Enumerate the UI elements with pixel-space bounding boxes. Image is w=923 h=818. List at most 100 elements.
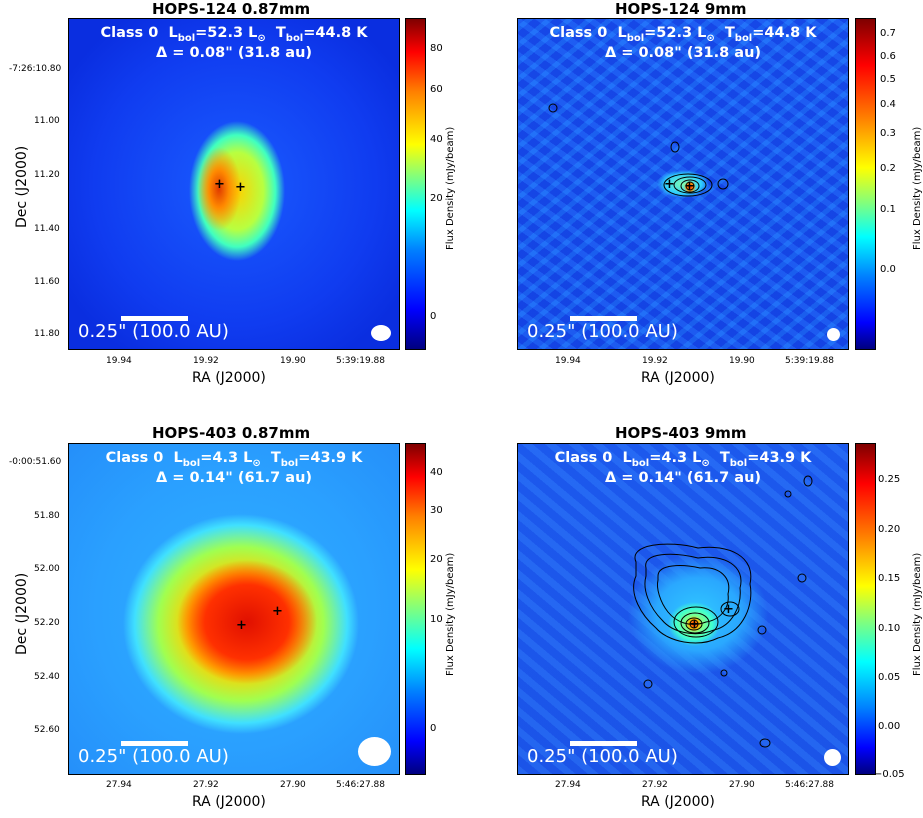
x-tick-label: 5:39:19.88	[785, 356, 835, 366]
colorbar-tick: 0.20	[878, 524, 901, 535]
colorbar-tick: 0.6	[880, 51, 896, 62]
y-tick-label: 52.20	[34, 618, 60, 628]
x-tick-label: 5:46:27.88	[336, 780, 386, 790]
y-tick-label: -7:26:10.80	[9, 64, 62, 74]
scale-label: 0.25" (100.0 AU)	[527, 746, 678, 767]
scale-label: 0.25" (100.0 AU)	[78, 321, 229, 342]
source-info: Class 0 Lbol=52.3 L⊙ Tbol=44.8 K	[549, 25, 817, 44]
scale-label: 0.25" (100.0 AU)	[527, 321, 678, 342]
colorbar-tick: 0	[430, 311, 437, 322]
resolution-label: Δ = 0.14" (61.7 au)	[604, 470, 762, 486]
x-axis-label: RA (J2000)	[192, 370, 266, 386]
colorbar	[405, 18, 426, 350]
source-marker: +	[236, 618, 247, 633]
y-tick-label: -0:00:51.60	[9, 457, 62, 467]
x-tick-label: 27.94	[555, 780, 581, 790]
x-tick-label: 19.92	[193, 356, 219, 366]
source-marker: +	[689, 617, 700, 632]
scale-label: 0.25" (100.0 AU)	[78, 746, 229, 767]
x-tick-label: 27.90	[729, 780, 755, 790]
y-axis-label: Dec (J2000)	[14, 145, 30, 228]
colorbar-tick: 0.0	[880, 264, 896, 275]
source-marker: +	[272, 604, 283, 619]
flux-map-image: Class 0 Lbol=52.3 L⊙ Tbol=44.8 K Δ = 0.0…	[517, 18, 849, 350]
beam-ellipse	[827, 328, 840, 341]
beam-ellipse	[824, 749, 841, 766]
source-info: Class 0 Lbol=4.3 L⊙ Tbol=43.9 K	[105, 450, 363, 469]
x-tick-label: 19.90	[729, 356, 755, 366]
panel-title: HOPS-124 9mm	[615, 0, 747, 18]
colorbar-tick: 0.3	[880, 128, 896, 139]
colorbar-tick: 60	[430, 84, 443, 95]
x-tick-label: 27.94	[106, 780, 132, 790]
y-tick-label: 52.60	[34, 725, 60, 735]
colorbar-tick: 0.7	[880, 28, 896, 39]
panel-title: HOPS-403 9mm	[615, 424, 747, 442]
source-marker: +	[684, 179, 695, 194]
source-marker: +	[723, 602, 734, 617]
colorbar-label: Flux Density (mJy/beam)	[445, 552, 456, 676]
contour-overlay	[548, 103, 729, 197]
colorbar-tick: 0.4	[880, 99, 896, 110]
colorbar-tick: −0.05	[874, 769, 905, 780]
panel-title: HOPS-403 0.87mm	[152, 424, 311, 442]
colorbar-tick: 40	[430, 134, 443, 145]
colorbar-tick: 30	[430, 505, 443, 516]
x-tick-label: 19.94	[106, 356, 132, 366]
colorbar-label: Flux Density (mJy/beam)	[912, 126, 923, 250]
colorbar-tick: 0.2	[880, 163, 896, 174]
y-tick-label: 11.00	[34, 116, 60, 126]
resolution-label: Δ = 0.08" (31.8 au)	[155, 45, 313, 61]
colorbar	[855, 18, 876, 350]
colorbar-tick: 0.00	[878, 721, 901, 732]
scale-bar	[570, 741, 637, 746]
x-axis-label: RA (J2000)	[641, 370, 715, 386]
x-tick-label: 27.90	[280, 780, 306, 790]
colorbar-label: Flux Density (mJy/beam)	[445, 126, 456, 250]
x-tick-label: 19.92	[642, 356, 668, 366]
resolution-label: Δ = 0.08" (31.8 au)	[604, 45, 762, 61]
x-tick-label: 19.90	[280, 356, 306, 366]
flux-map-image: Class 0 Lbol=4.3 L⊙ Tbol=43.9 K Δ = 0.14…	[517, 443, 849, 775]
flux-map-image: Class 0 Lbol=52.3 L⊙ Tbol=44.8 K Δ = 0.0…	[68, 18, 400, 350]
colorbar-tick: 0	[430, 723, 437, 734]
colorbar-tick: 0.5	[880, 74, 896, 85]
x-tick-label: 5:39:19.88	[336, 356, 386, 366]
colorbar-tick: 20	[430, 193, 443, 204]
source-info: Class 0 Lbol=4.3 L⊙ Tbol=43.9 K	[554, 450, 812, 469]
colorbar	[405, 443, 426, 775]
x-tick-label: 5:46:27.88	[785, 780, 835, 790]
source-info: Class 0 Lbol=52.3 L⊙ Tbol=44.8 K	[100, 25, 368, 44]
colorbar-label: Flux Density (mJy/beam)	[912, 552, 923, 676]
x-axis-label: RA (J2000)	[192, 794, 266, 810]
scale-bar	[121, 741, 188, 746]
colorbar-tick: 20	[430, 554, 443, 565]
x-tick-label: 27.92	[193, 780, 219, 790]
colorbar-tick: 10	[430, 614, 443, 625]
colorbar-tick: 0.15	[878, 573, 901, 584]
y-tick-label: 11.20	[34, 170, 60, 180]
colorbar-tick: 80	[430, 43, 443, 54]
y-axis-label: Dec (J2000)	[14, 572, 30, 655]
resolution-label: Δ = 0.14" (61.7 au)	[155, 470, 313, 486]
y-tick-label: 11.60	[34, 277, 60, 287]
scale-bar	[121, 316, 188, 321]
colorbar-tick: 40	[430, 467, 443, 478]
y-tick-label: 51.80	[34, 511, 60, 521]
contour-overlay	[633, 475, 813, 748]
panel-title: HOPS-124 0.87mm	[152, 0, 311, 18]
y-tick-label: 52.40	[34, 672, 60, 682]
x-tick-label: 19.94	[555, 356, 581, 366]
colorbar-tick: 0.25	[878, 474, 901, 485]
source-marker: +	[214, 177, 225, 192]
flux-map-image: Class 0 Lbol=4.3 L⊙ Tbol=43.9 K Δ = 0.14…	[68, 443, 400, 775]
x-tick-label: 27.92	[642, 780, 668, 790]
y-tick-label: 11.80	[34, 329, 60, 339]
colorbar-tick: 0.10	[878, 623, 901, 634]
beam-ellipse	[371, 325, 391, 341]
y-tick-label: 11.40	[34, 224, 60, 234]
beam-ellipse	[358, 737, 391, 766]
scale-bar	[570, 316, 637, 321]
colorbar-tick: 0.1	[880, 204, 896, 215]
x-axis-label: RA (J2000)	[641, 794, 715, 810]
